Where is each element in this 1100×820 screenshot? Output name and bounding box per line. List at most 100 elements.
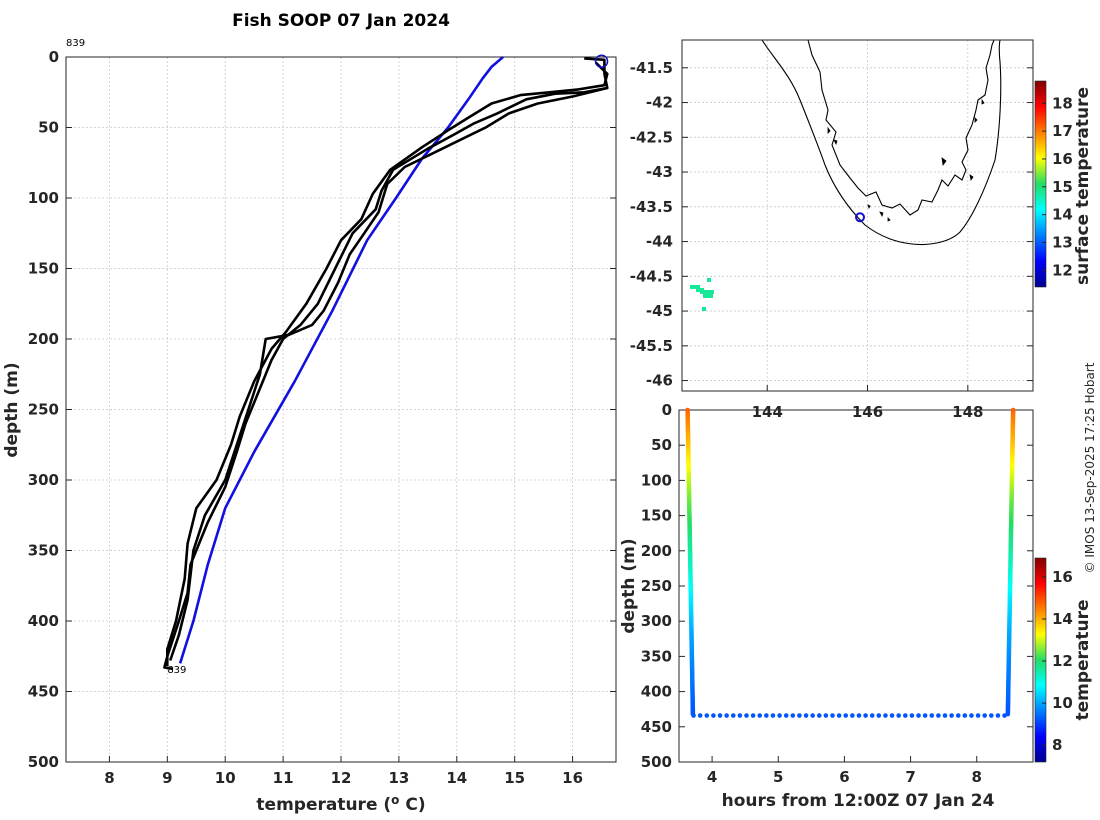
profile-x-tick-label: 10	[215, 769, 236, 787]
section-x-tick-label: 8	[972, 768, 982, 786]
profile-y-tick-label: 350	[28, 542, 59, 560]
section-y-tick-label: 400	[641, 683, 672, 701]
section-x-ticks: 4 5 6 7 8	[707, 756, 982, 786]
map-y-tick-label: -41.5	[630, 59, 673, 77]
profile-y-tick-label: 500	[28, 753, 59, 771]
profile-x-tick-label: 15	[504, 769, 525, 787]
map-colorbar-tick-label: 16	[1052, 150, 1073, 168]
section-bottom-point	[836, 713, 842, 718]
map-colorbar-tick-label: 15	[1052, 178, 1073, 196]
map-colorbar-ticks: 12 13 14 15 16 17 18	[1042, 94, 1073, 279]
map-y-tick-label: -44.5	[630, 267, 673, 285]
section-bottom-point	[764, 713, 769, 718]
section-bottom-point	[830, 713, 835, 718]
section-x-tick-label: 4	[707, 768, 717, 786]
section-bottom-point	[704, 713, 710, 718]
section-bottom-point	[869, 713, 875, 718]
section-bottom-point	[790, 713, 796, 718]
section-bottom-point	[889, 713, 895, 718]
profile-y-tick-label: 300	[28, 471, 59, 489]
section-bottom-point	[982, 713, 987, 718]
section-bottom-point	[995, 713, 1001, 718]
section-panel: 4 5 6 7 8 0 50 100 150 200 250 300 350 400 450 500 hou…	[619, 401, 1093, 811]
map-shelf-contour	[761, 39, 1002, 246]
map-sst-pixel	[690, 285, 700, 289]
map-colorbar-tick-label: 18	[1052, 94, 1073, 112]
section-colorbar	[1034, 557, 1047, 763]
profile-panel: 8 9 10 11 12 13 14 15 16 0 50 100 150 200 250 300 350 40…	[2, 38, 617, 815]
section-y-label: depth (m)	[619, 538, 639, 633]
map-y-tick-label: -44	[646, 233, 673, 251]
section-y-ticks: 0 50 100 150 200 250 300 350 400 450 500	[641, 401, 1033, 771]
map-axes-box	[681, 39, 1034, 392]
profile-y-tick-label: 200	[28, 330, 59, 348]
map-sst-pixel	[702, 307, 706, 311]
map-colorbar-label: surface temperature	[1073, 87, 1093, 285]
section-bottom-point	[955, 713, 961, 718]
section-bottom-point	[730, 713, 736, 718]
section-colorbar-tick-label: 14	[1052, 610, 1073, 628]
map-sst-pixel	[707, 278, 711, 282]
section-colorbar-label: temperature	[1073, 599, 1093, 720]
section-y-tick-label: 300	[641, 612, 672, 630]
section-bottom-point	[777, 713, 782, 718]
section-bottom-point	[697, 713, 703, 718]
section-bottom-point	[1002, 713, 1007, 718]
profile-series-black	[163, 57, 609, 671]
map-y-tick-label: -43	[646, 163, 673, 181]
map-y-tick-label: -42.5	[630, 128, 673, 146]
section-bottom-point	[942, 713, 948, 718]
section-bottom-point	[797, 713, 802, 718]
section-axes-box	[678, 409, 1034, 763]
profile-x-tick-label: 13	[388, 769, 409, 787]
profile-top-label: 839	[66, 38, 85, 49]
profile-y-tick-label: 250	[28, 401, 59, 419]
profile-series-black	[166, 61, 609, 667]
map-y-ticks: -41.5 -42 -42.5 -43 -43.5 -44 -44.5 -45 -45.5 -46	[630, 59, 1033, 390]
map-y-tick-label: -46	[646, 372, 673, 390]
map-colorbar-tick-label: 14	[1052, 206, 1073, 224]
profile-y-tick-label: 0	[49, 48, 59, 66]
map-y-tick-label: -45.5	[630, 337, 673, 355]
section-bottom-point	[750, 713, 756, 718]
section-bottom-point	[902, 713, 908, 718]
profile-y-tick-label: 100	[28, 189, 59, 207]
profile-y-label: depth (m)	[2, 362, 22, 457]
credit-text: © IMOS 13-Sep-2025 17:25 Hobart	[1083, 362, 1097, 573]
profile-series-black	[168, 86, 608, 661]
profile-grid	[66, 56, 616, 763]
map-y-tick-label: -45	[646, 302, 673, 320]
section-bottom-point	[969, 713, 974, 718]
section-colorbar-tick-label: 16	[1052, 568, 1073, 586]
map-sst-pixel	[703, 294, 713, 298]
section-bottom-point	[863, 713, 868, 718]
section-x-tick-label: 5	[773, 768, 783, 786]
section-bottom-point	[949, 713, 954, 718]
section-colorbar-tick-label: 8	[1052, 736, 1062, 754]
map-islands	[827, 98, 985, 222]
map-grid	[682, 40, 1033, 391]
section-y-tick-label: 500	[641, 753, 672, 771]
section-colorbar-tick-label: 10	[1052, 694, 1073, 712]
profile-y-tick-label: 450	[28, 683, 59, 701]
profile-x-tick-label: 12	[331, 769, 352, 787]
section-bottom-point	[717, 713, 723, 718]
section-bottom-point	[856, 713, 862, 718]
section-y-tick-label: 450	[641, 718, 672, 736]
profile-x-tick-label: 8	[104, 769, 114, 787]
map-x-tick-label: 148	[952, 403, 983, 421]
section-bottom-point	[810, 713, 815, 718]
section-bottom-point	[711, 713, 716, 718]
section-bottom-point	[929, 713, 935, 718]
figure-title: Fish SOOP 07 Jan 2024	[232, 11, 450, 31]
section-y-tick-label: 350	[641, 647, 672, 665]
section-bottom-point	[850, 713, 855, 718]
section-bottom-point	[989, 713, 994, 718]
profile-y-tick-label: 150	[28, 260, 59, 278]
section-bottom-point	[803, 713, 809, 718]
section-x-tick-label: 7	[905, 768, 915, 786]
map-coastline	[807, 39, 995, 216]
map-colorbar	[1034, 80, 1047, 288]
profile-bottom-label: 839	[167, 665, 186, 676]
